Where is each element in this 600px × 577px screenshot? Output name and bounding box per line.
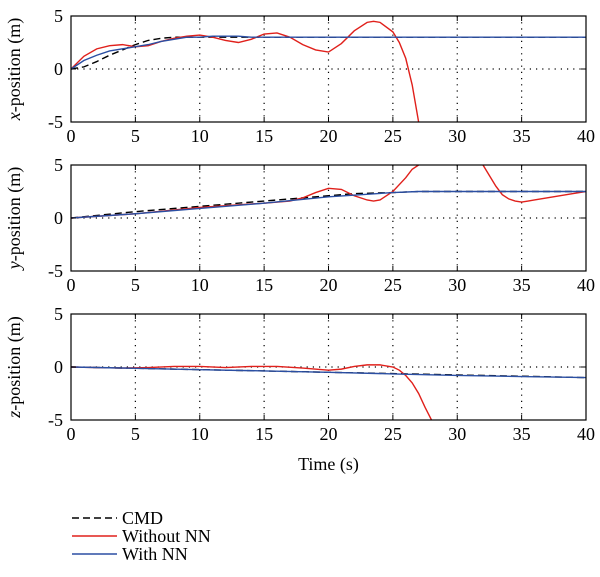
x-tick-label: 40 [577, 424, 595, 444]
y-axis-title: x-position (m) [4, 18, 25, 122]
legend-label: Without NN [122, 526, 211, 546]
legend-label: CMD [122, 508, 163, 528]
y-axis-variable: z [4, 411, 24, 419]
x-tick-label: 35 [513, 126, 531, 146]
y-axis-variable: x [4, 112, 24, 121]
x-tick-label: 5 [131, 126, 140, 146]
y-axis-title: z-position (m) [4, 316, 25, 419]
x-tick-label: 25 [384, 126, 402, 146]
y-tick-label: -5 [48, 112, 63, 132]
x-tick-label: 25 [384, 275, 402, 295]
series-line-without-nn-cont [482, 165, 586, 203]
x-tick-label: 0 [67, 126, 76, 146]
y-axis-unit-text: -position (m) [4, 316, 25, 411]
x-tick-label: 15 [255, 424, 273, 444]
x-tick-label: 5 [131, 424, 140, 444]
x-tick-label: 20 [320, 275, 338, 295]
x-tick-label: 35 [513, 275, 531, 295]
x-tick-label: 30 [448, 126, 466, 146]
x-tick-label: 15 [255, 275, 273, 295]
x-tick-label: 20 [320, 424, 338, 444]
series-line-cmd [71, 190, 586, 219]
series-line-with-nn [71, 366, 586, 379]
x-tick-label: 0 [67, 424, 76, 444]
y-axis-title: y-position (m) [4, 167, 25, 272]
x-tick-label: 10 [191, 424, 209, 444]
x-tick-label: 40 [577, 275, 595, 295]
plot-frame [70, 15, 587, 123]
x-tick-label: 30 [448, 424, 466, 444]
plot-frame [70, 164, 587, 272]
y-axis-unit-text: -position (m) [4, 167, 25, 262]
y-tick-label: 0 [54, 59, 63, 79]
x-tick-label: 30 [448, 275, 466, 295]
y-tick-label: 0 [54, 208, 63, 228]
x-tick-label: 5 [131, 275, 140, 295]
x-tick-label: 40 [577, 126, 595, 146]
x-tick-label: 0 [67, 275, 76, 295]
y-tick-label: 5 [54, 304, 63, 324]
y-tick-label: 0 [54, 357, 63, 377]
y-axis-unit-text: -position (m) [4, 18, 25, 113]
series-line-with-nn [71, 35, 586, 70]
x-tick-label: 15 [255, 126, 273, 146]
x-tick-label: 20 [320, 126, 338, 146]
series-line-without-nn [71, 165, 420, 219]
x-axis-title: Time (s) [298, 454, 359, 475]
x-tick-label: 25 [384, 424, 402, 444]
y-tick-label: -5 [48, 261, 63, 281]
x-tick-label: 35 [513, 424, 531, 444]
legend-label: With NN [122, 544, 188, 564]
x-tick-label: 10 [191, 275, 209, 295]
y-axis-variable: y [4, 261, 24, 271]
y-tick-label: 5 [54, 155, 63, 175]
y-tick-label: -5 [48, 410, 63, 430]
x-tick-label: 10 [191, 126, 209, 146]
series-line-without-nn [71, 364, 433, 420]
series-line-with-nn [71, 190, 586, 219]
y-tick-label: 5 [54, 6, 63, 26]
